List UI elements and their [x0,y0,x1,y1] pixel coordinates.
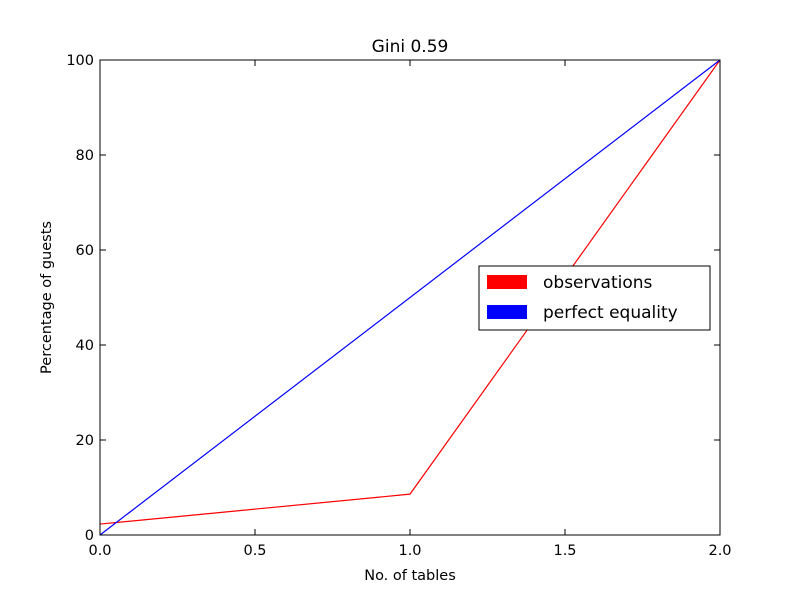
chart-title: Gini 0.59 [372,37,449,57]
x-tick-label: 0.5 [243,543,266,559]
series-line-observations [99,59,721,525]
legend-label-perfect-equality: perfect equality [543,303,678,323]
legend-label-observations: observations [543,273,653,293]
x-axis-title: No. of tables [364,568,456,584]
y-tick-label: 100 [66,53,94,69]
legend: observations perfect equality [478,265,711,331]
legend-swatch-observations [487,275,527,289]
plot-layer [99,59,721,536]
x-tick-label: 1.5 [553,543,576,559]
x-tick-label: 0.0 [88,543,111,559]
y-axis-title: Percentage of guests [39,221,55,374]
x-tick-label: 1.0 [398,543,421,559]
y-tick-label: 80 [76,148,94,164]
y-tick-label: 60 [76,243,94,259]
y-tick-label: 20 [76,433,94,449]
y-tick-label: 0 [85,528,94,544]
ticks-layer: 0.0 0.5 1.0 1.5 2.0 0 20 40 60 80 100 [66,53,731,559]
plot-frame [99,59,721,536]
legend-swatch-perfect-equality [487,305,527,319]
y-tick-label: 40 [76,338,94,354]
series-line-perfect-equality [99,59,721,536]
x-tick-label: 2.0 [708,543,731,559]
